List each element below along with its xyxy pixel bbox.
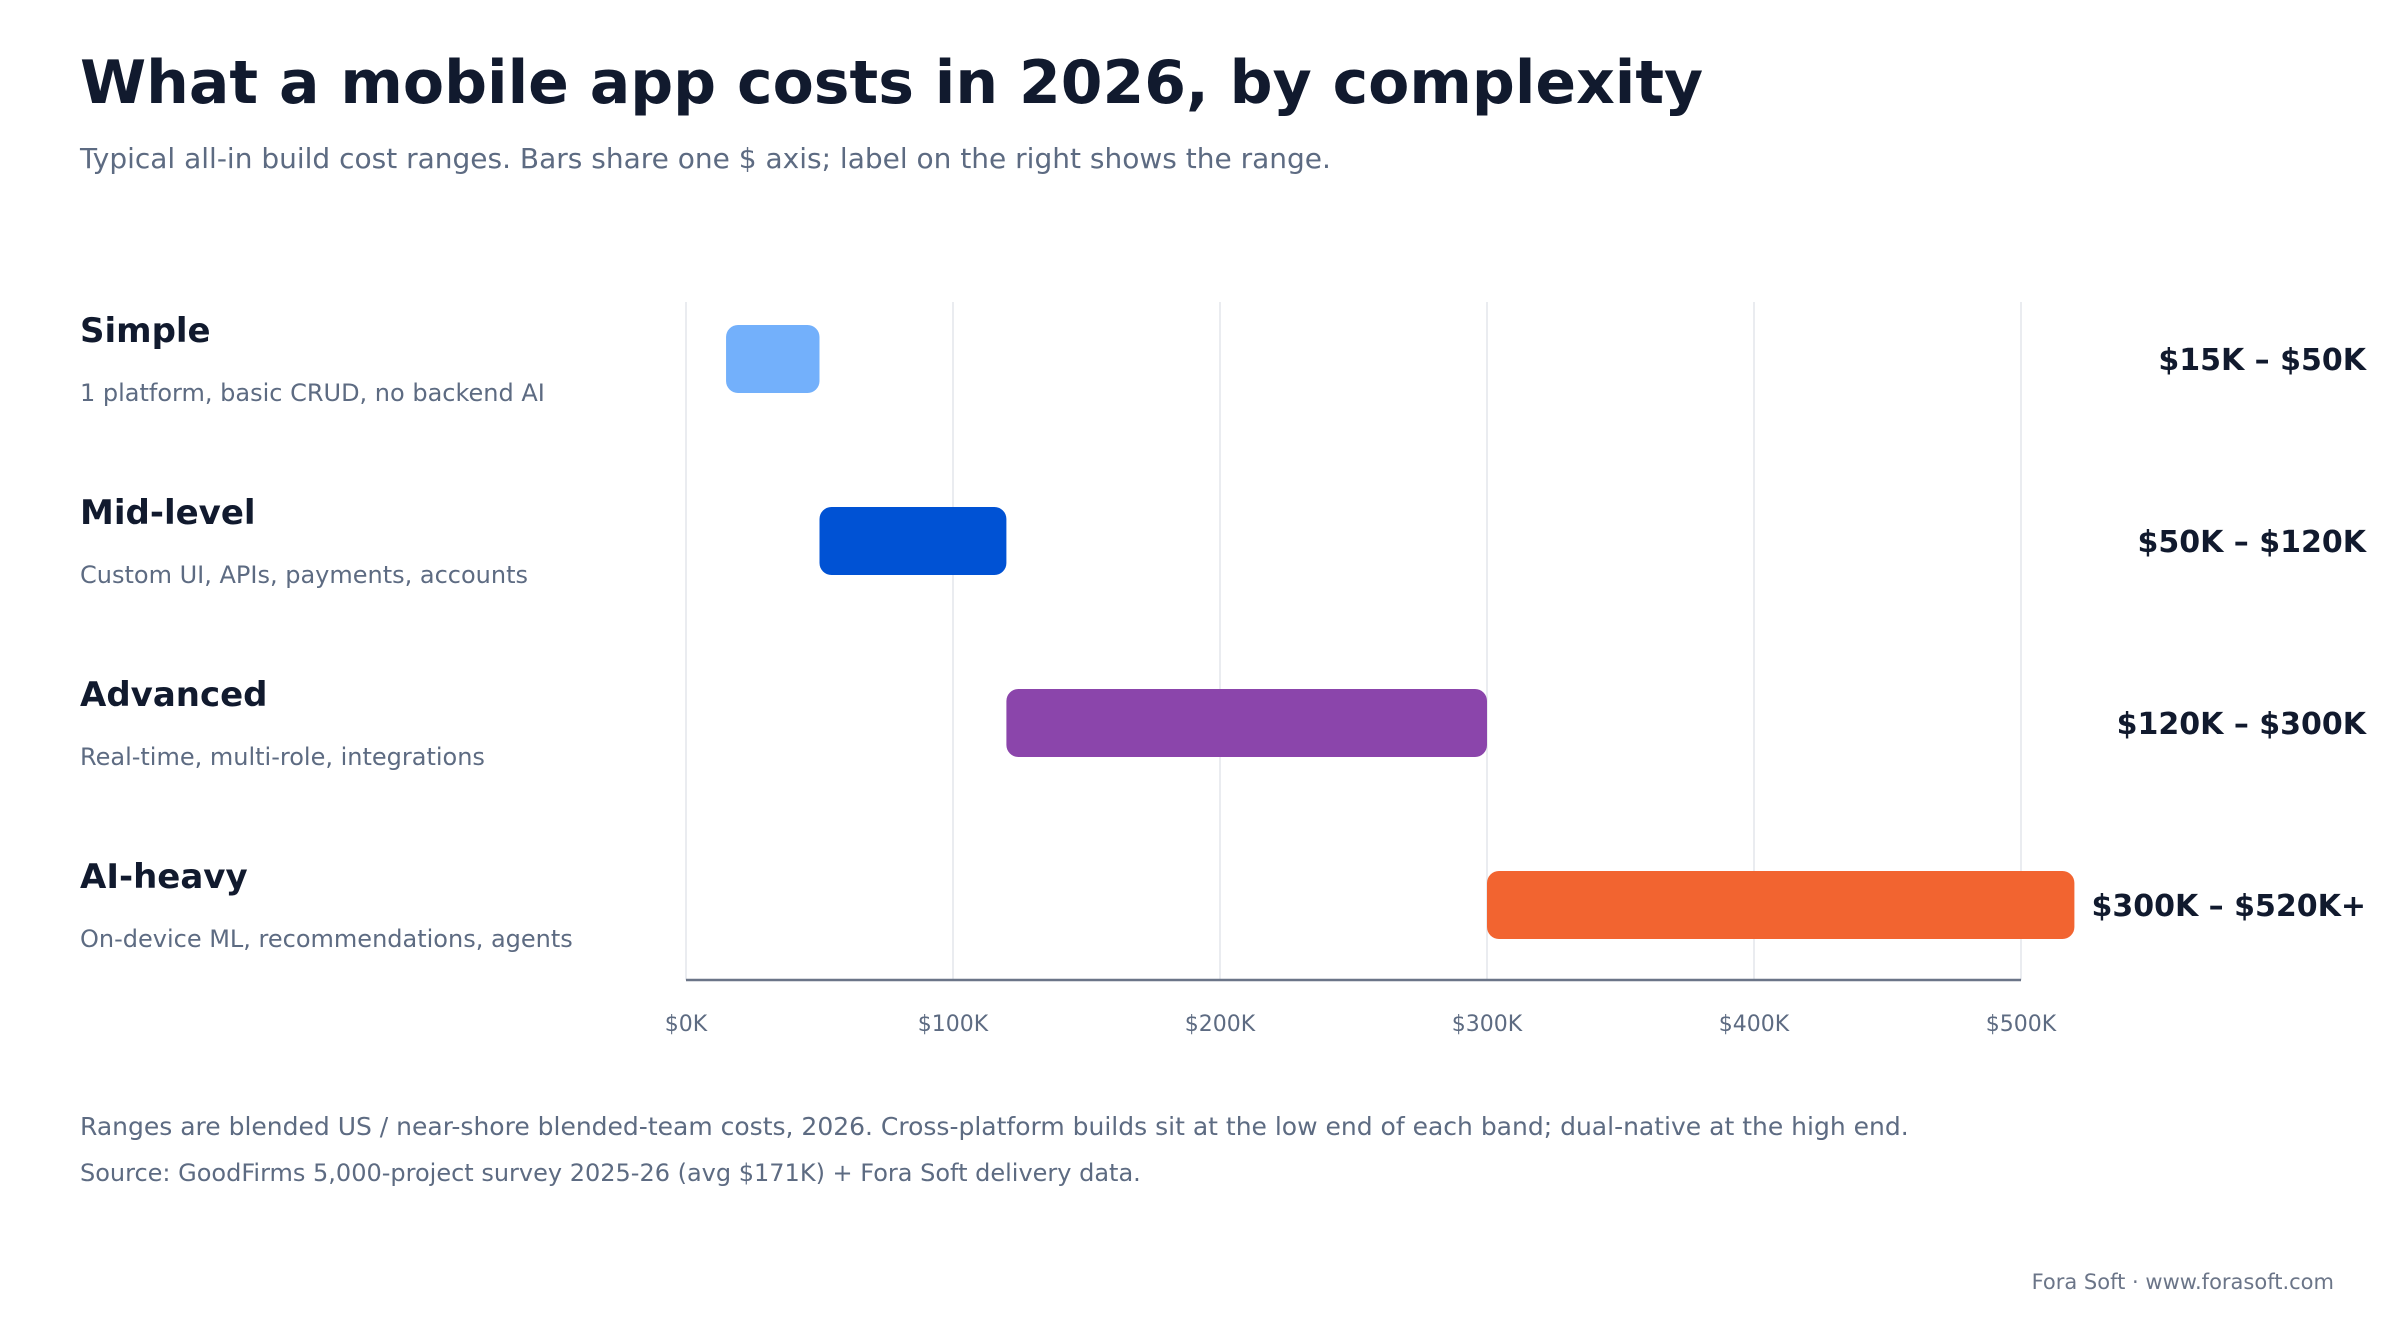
row-description: 1 platform, basic CRUD, no backend AI — [80, 379, 545, 407]
cost-range-chart: $0K $100K $200K $300K $400K $500K $15K – $50K… — [665, 302, 2368, 1037]
range-label: $300K – $520K+ — [2091, 889, 2366, 924]
grid-lines — [685, 302, 2022, 980]
footnote: Ranges are blended US / near-shore blend… — [80, 1112, 1909, 1141]
row-description: On-device ML, recommendations, agents — [80, 925, 573, 953]
chart-title: What a mobile app costs in 2026, by comp… — [80, 48, 1704, 118]
x-tick-label: $200K — [1185, 1012, 1256, 1037]
x-axis: $0K $100K $200K $300K $400K $500K — [665, 978, 2057, 1037]
range-bar — [1006, 689, 1487, 757]
row-description: Real-time, multi-role, integrations — [80, 743, 485, 771]
range-labels: $15K – $50K $50K – $120K $120K – $300K $300… — [2091, 343, 2367, 924]
range-bar — [1487, 871, 2075, 939]
x-tick-label: $400K — [1719, 1012, 1790, 1037]
source-note: Source: GoodFirms 5,000-project survey 2… — [80, 1159, 1141, 1187]
range-bars — [726, 325, 2075, 939]
x-tick-label: $300K — [1452, 1012, 1523, 1037]
row-description: Custom UI, APIs, payments, accounts — [80, 561, 528, 589]
x-tick-label: $500K — [1986, 1012, 2057, 1037]
range-bar — [819, 507, 1007, 575]
range-bar — [726, 325, 820, 393]
brand-credit: Fora Soft · www.forasoft.com — [2031, 1270, 2334, 1294]
x-tick-label: $100K — [918, 1012, 989, 1037]
row-category-label: Simple — [80, 311, 211, 351]
row-category-label: Mid-level — [80, 493, 256, 533]
range-label: $15K – $50K — [2158, 343, 2367, 378]
row-category-label: Advanced — [80, 675, 268, 715]
x-tick-label: $0K — [665, 1012, 708, 1037]
chart-subtitle: Typical all-in build cost ranges. Bars s… — [80, 142, 1331, 175]
row-category-label: AI-heavy — [80, 857, 248, 897]
range-label: $120K – $300K — [2117, 707, 2368, 742]
range-label: $50K – $120K — [2137, 525, 2367, 560]
